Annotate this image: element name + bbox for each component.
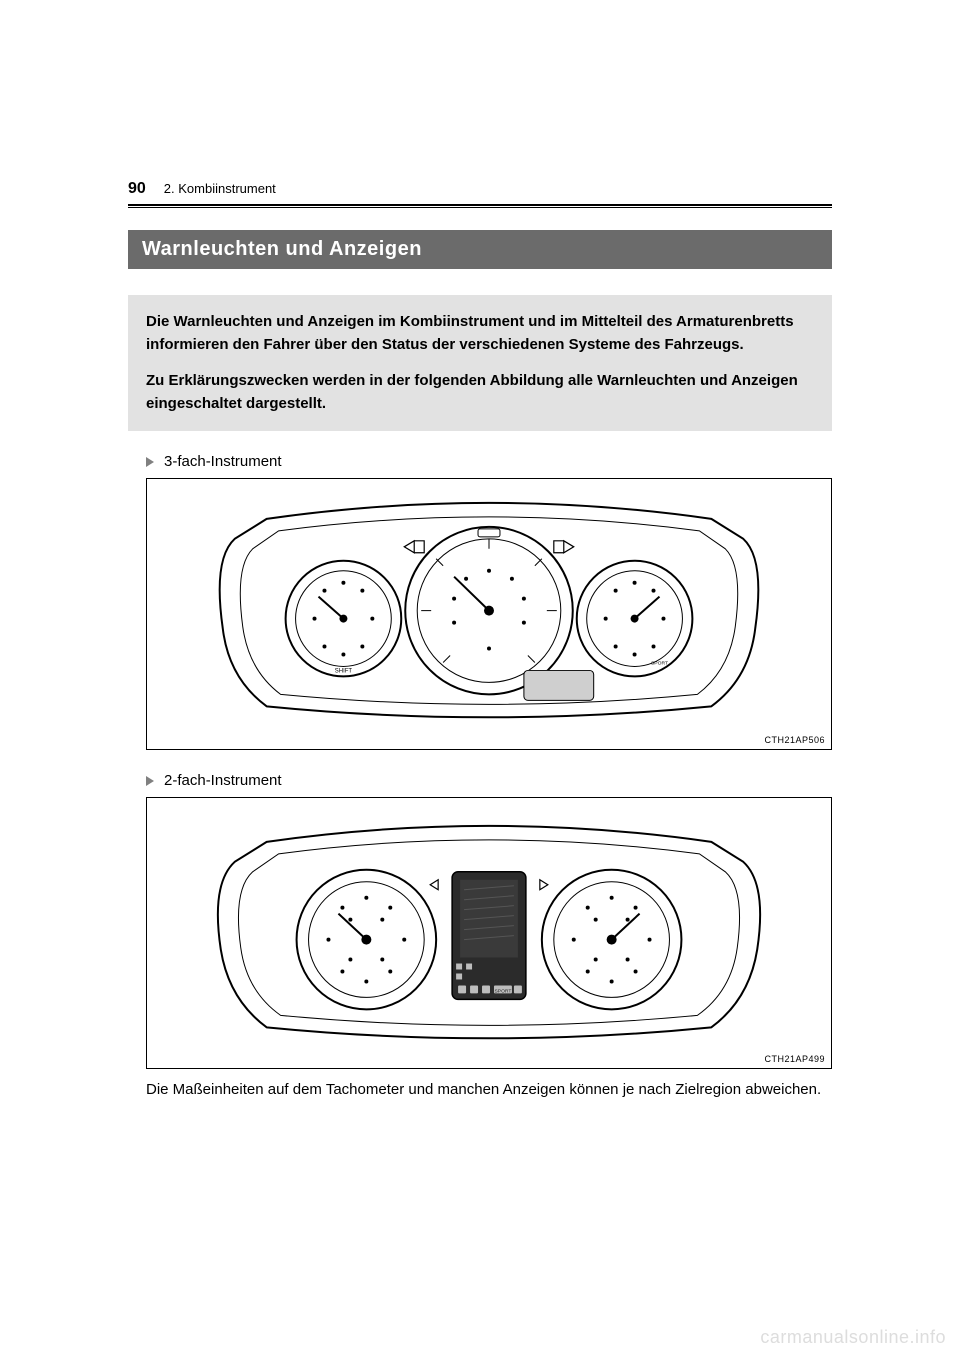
- page-number: 90: [128, 180, 146, 198]
- fig2-frame: SPORT: [146, 797, 832, 1069]
- intro-p1: Die Warnleuchten und Anzeigen im Kombiin…: [146, 311, 814, 356]
- footer-note: Die Maßeinheiten auf dem Tachometer und …: [146, 1079, 832, 1102]
- svg-text:SPORT: SPORT: [494, 988, 511, 994]
- fig1-label: 3-fach-Instrument: [164, 453, 282, 470]
- chapter-label: 2. Kombiinstrument: [164, 181, 276, 196]
- fig2-svg: SPORT: [147, 798, 831, 1069]
- header-rule-thick: [128, 204, 832, 206]
- page-header: 90 2. Kombiinstrument: [128, 180, 832, 202]
- fig1-svg: SHIFT SPORT: [147, 479, 831, 750]
- fig1-heading: 3-fach-Instrument: [146, 453, 832, 470]
- intro-box: Die Warnleuchten und Anzeigen im Kombiin…: [128, 295, 832, 431]
- triangle-bullet-icon: [146, 457, 154, 467]
- watermark: carmanualsonline.info: [760, 1327, 946, 1348]
- fig1-code: CTH21AP506: [764, 735, 825, 745]
- svg-text:SPORT: SPORT: [651, 660, 668, 666]
- fig2-heading: 2-fach-Instrument: [146, 772, 832, 789]
- fig1-frame: SHIFT SPORT CTH21AP506: [146, 478, 832, 750]
- header-rule-thin: [128, 207, 832, 208]
- intro-p2: Zu Erklärungszwecken werden in der folge…: [146, 370, 814, 415]
- fig2-code: CTH21AP499: [764, 1054, 825, 1064]
- fig2-label: 2-fach-Instrument: [164, 772, 282, 789]
- svg-text:SHIFT: SHIFT: [335, 668, 353, 674]
- triangle-bullet-icon: [146, 776, 154, 786]
- section-title: Warnleuchten und Anzeigen: [128, 230, 832, 269]
- page-content: 90 2. Kombiinstrument Warnleuchten und A…: [128, 180, 832, 1102]
